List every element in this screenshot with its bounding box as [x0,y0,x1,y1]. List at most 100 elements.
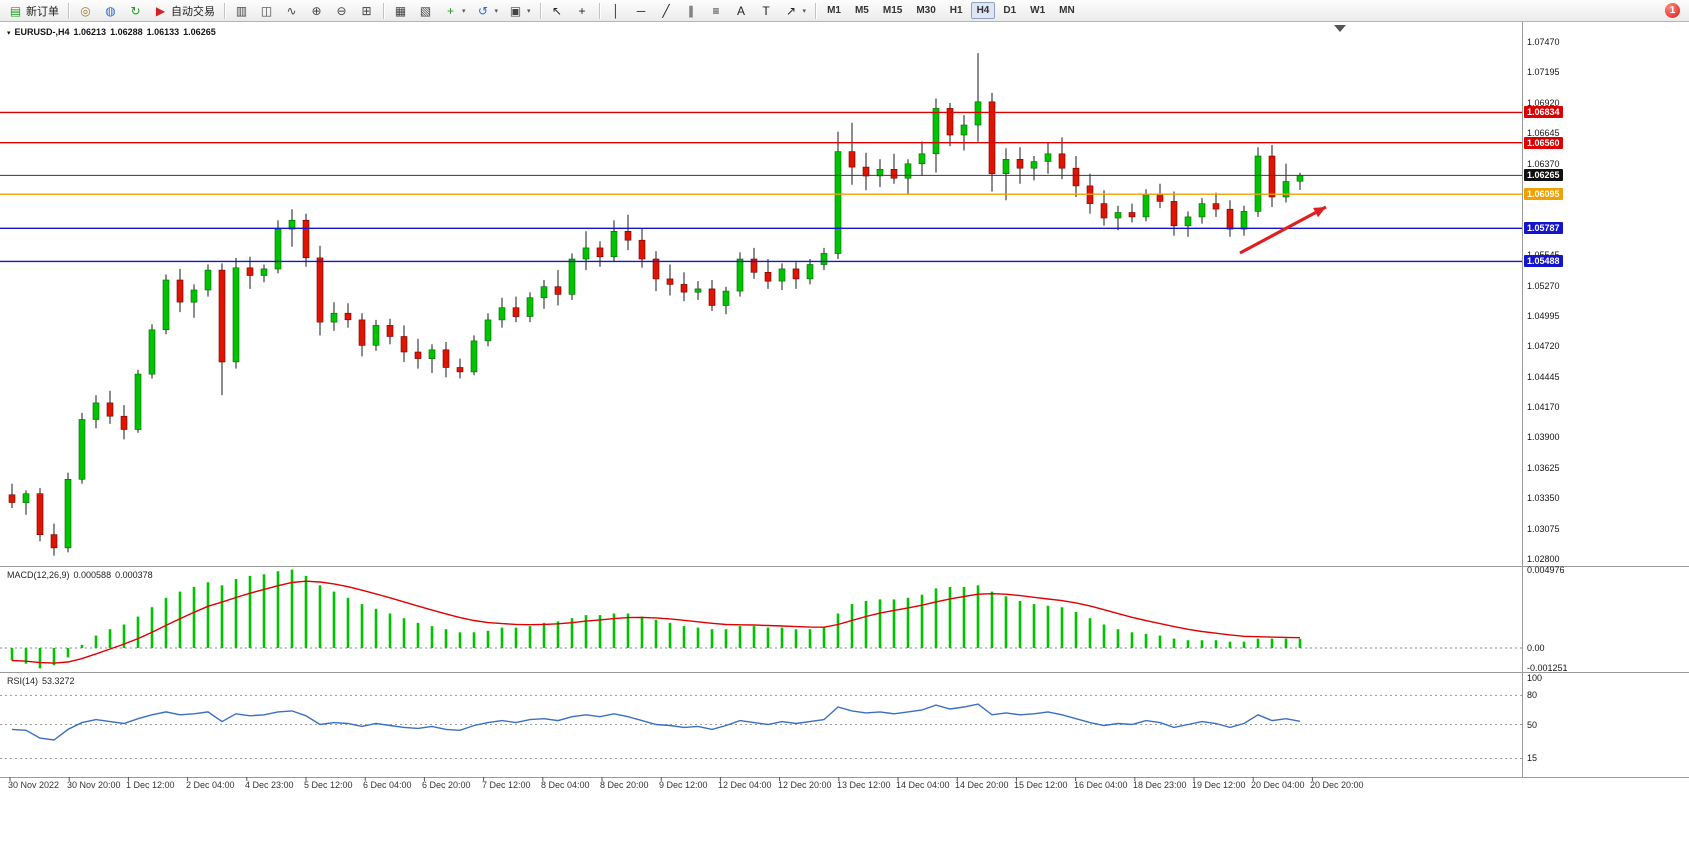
globe-icon: ◍ [105,3,116,18]
bull-candle [134,373,142,430]
bull-candle [274,228,282,270]
vertical-line-button[interactable]: │ [605,1,628,20]
bull-candle [778,268,786,282]
arrange-charts-button[interactable]: ▦ [389,1,412,20]
bear-candle [456,367,464,373]
bear-candle [988,101,996,175]
navigator-button[interactable]: ◎ [74,1,97,20]
bar-chart-button[interactable]: ▥ [230,1,253,20]
bull-candle [428,349,436,359]
bull-candle [568,258,576,295]
bear-candle [890,169,898,179]
notification-badge[interactable]: 1 [1665,3,1680,18]
cursor-icon: ↖ [552,3,563,18]
cursor-button[interactable]: ↖ [546,1,569,20]
macd-signal-value: 0.000378 [115,570,153,580]
bull-candle [582,247,590,260]
fibonacci-button[interactable]: ≡ [705,1,728,20]
crosshair-icon: + [578,3,586,18]
bear-candle [652,258,660,280]
bull-candle [1254,155,1262,212]
candlestick-chart-button[interactable]: ◫ [255,1,278,20]
horizontal-line-button[interactable]: ─ [630,1,653,20]
arrow-annotation[interactable] [1239,205,1327,255]
bear-candle [1212,203,1220,210]
bull-candle [1030,161,1038,169]
ohlc-high: 1.06288 [110,27,143,37]
text-button[interactable]: A [730,1,753,20]
bull-candle [78,419,86,480]
bar-chart-icon: ▥ [235,3,248,18]
bull-candle [470,340,478,373]
templates-button[interactable]: ▣ ▾ [504,1,535,20]
line-chart-button[interactable]: ∿ [280,1,303,20]
timeframe-d1-button[interactable]: D1 [997,2,1022,19]
bull-candle [484,319,492,342]
bear-candle [1128,212,1136,218]
zoom-in-button[interactable]: ⊕ [305,1,328,20]
bull-candle [1240,211,1248,230]
toolbar-separator [815,2,817,19]
bear-candle [764,271,772,282]
crosshair-button[interactable]: + [571,1,594,20]
timeframe-m15-button[interactable]: M15 [877,2,908,19]
auto-trading-button-label: 自动交易 [171,5,215,18]
trendline-button[interactable]: ╱ [655,1,678,20]
timeframe-mn-button[interactable]: MN [1053,2,1081,19]
timeframe-h4-button[interactable]: H4 [970,2,996,19]
channel-button[interactable]: ∥ [680,1,703,20]
bear-candle [106,402,114,417]
bull-candle [974,101,982,126]
bear-candle [624,231,632,241]
line-chart-icon: ∿ [286,3,297,18]
symbol-info: ▾ EURUSD-,H4 1.06213 1.06288 1.06133 1.06265 [7,27,220,37]
tile-windows-icon: ⊞ [361,3,372,18]
market-watch-button[interactable]: ◍ [99,1,122,20]
text-label-button[interactable]: T [755,1,778,20]
bear-candle [596,247,604,258]
timeframe-m1-button[interactable]: M1 [821,2,847,19]
arrows-tool-button[interactable]: ↗ ▾ [780,1,811,20]
bull-candle [232,267,240,363]
bear-candle [120,415,128,430]
bull-candle [204,269,212,291]
bull-candle [806,264,814,280]
tile-windows-button[interactable]: ⊞ [355,1,378,20]
bear-candle [680,284,688,293]
bull-candle [1044,153,1052,162]
auto-trading-button[interactable]: ▶ 自动交易 [149,1,219,20]
zoom-out-button[interactable]: ⊖ [330,1,353,20]
macd-main-value: 0.000588 [73,570,112,580]
timeframe-m30-button[interactable]: M30 [910,2,941,19]
bear-candle [386,325,394,337]
bull-candle [148,329,156,375]
bull-candle [1114,212,1122,219]
cascade-charts-button[interactable]: ▧ [414,1,437,20]
bear-candle [218,269,226,363]
rsi-indicator-label: RSI(14) 53.3272 [7,676,79,686]
bear-candle [442,349,450,368]
timeframe-h1-button[interactable]: H1 [944,2,969,19]
chart-shift-marker[interactable] [1334,25,1346,32]
arrange-charts-icon: ▦ [394,3,407,18]
macd-name: MACD(12,26,9) [7,570,70,580]
ohlc-close: 1.06265 [183,27,216,37]
bull-candle [1282,181,1290,198]
dropdown-caret-icon: ▾ [462,7,466,15]
bull-candle [876,169,884,177]
new-chart-button[interactable]: + ▾ [439,1,470,20]
bear-candle [316,257,324,323]
bear-candle [554,286,562,295]
timeframe-m5-button[interactable]: M5 [849,2,875,19]
bull-candle [1184,216,1192,227]
bull-candle [918,153,926,165]
bull-candle [722,290,730,306]
timeframe-w1-button[interactable]: W1 [1024,2,1051,19]
candlestick-chart-canvas[interactable] [0,22,1689,795]
data-refresh-button[interactable]: ↻ [124,1,147,20]
dropdown-caret-icon: ▾ [802,7,807,15]
dropdown-caret-icon: ▾ [494,7,499,15]
new-order-button[interactable]: ▤ 新订单 [4,1,63,20]
bear-candle [946,108,954,136]
profiles-button[interactable]: ↺ ▾ [472,1,503,20]
